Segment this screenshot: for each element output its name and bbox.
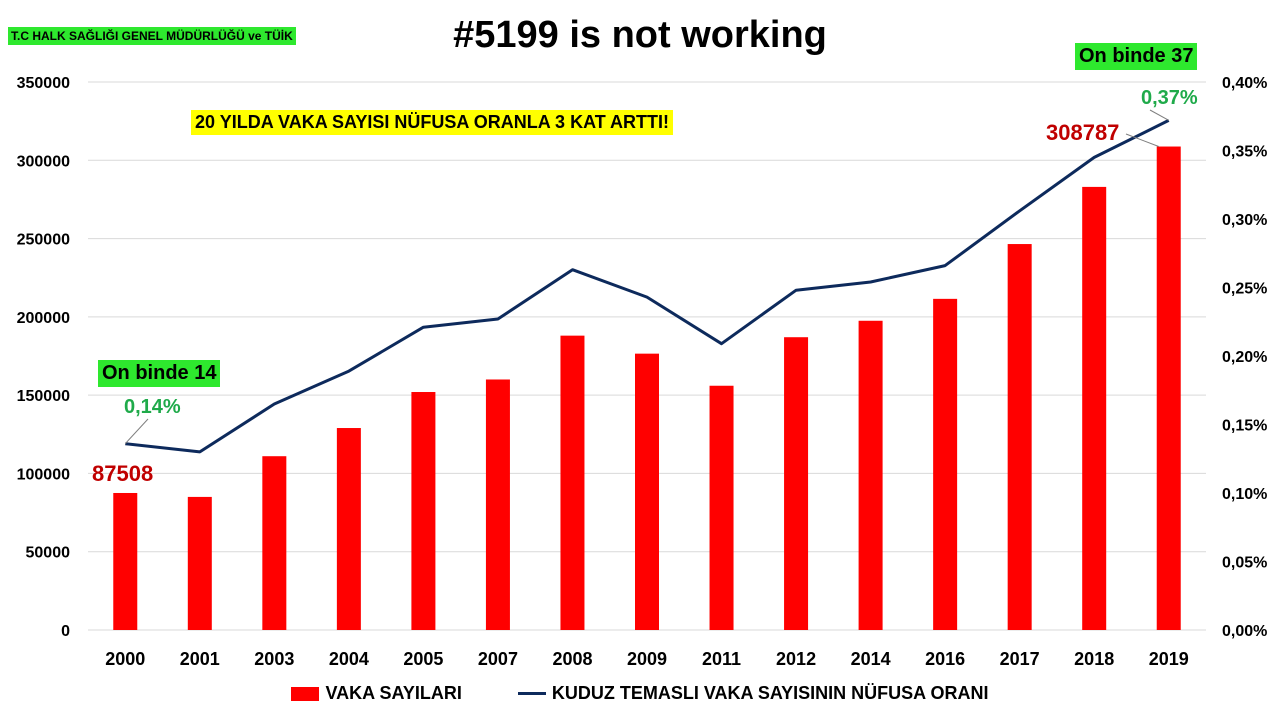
chart-subtitle: 20 YILDA VAKA SAYISI NÜFUSA ORANLA 3 KAT… <box>191 110 674 135</box>
bar-2012 <box>784 337 809 630</box>
bar-2018 <box>1082 186 1107 630</box>
y-right-tick-label: 0,05% <box>1222 555 1267 572</box>
y-right-tick-label: 0,00% <box>1222 623 1267 640</box>
bar-2000 <box>113 492 138 630</box>
source-badge: T.C HALK SAĞLIĞI GENEL MÜDÜRLÜĞÜ ve TÜİK <box>8 27 296 45</box>
y-left-tick-label: 250000 <box>17 232 70 249</box>
y-left-tick-label: 0 <box>61 623 70 640</box>
chart-title: #5199 is not working <box>453 14 827 56</box>
leader-start-pct <box>124 418 149 445</box>
bar-2016 <box>933 298 958 630</box>
bar-2007 <box>485 379 510 630</box>
legend-line-label: KUDUZ TEMASLI VAKA SAYISININ NÜFUSA ORAN… <box>551 683 989 703</box>
bar-2003 <box>262 456 287 630</box>
bar-2019 <box>1156 146 1181 631</box>
y-right-tick-label: 0,10% <box>1222 486 1267 503</box>
bar-2017 <box>1007 244 1032 630</box>
y-right-tick-label: 0,35% <box>1222 144 1267 161</box>
bar-2001 <box>187 496 212 630</box>
leader-end-value <box>1125 133 1159 147</box>
legend-bar-swatch <box>291 686 320 701</box>
legend-bars-label: VAKA SAYILARI <box>325 683 462 703</box>
x-tick-label: 2019 <box>1149 649 1189 669</box>
line-series <box>125 119 1170 454</box>
y-axis-left: 0 50000 100000 150000 200000 250000 300000 3500… <box>17 75 70 640</box>
y-axis-right: 0,00% 0,05% 0,10% 0,15% 0,20% 0,25% 0,30% 0,35%… <box>1222 75 1267 640</box>
y-left-tick-label: 100000 <box>17 466 70 483</box>
y-left-tick-label: 150000 <box>17 388 70 405</box>
x-tick-label: 2004 <box>329 649 369 669</box>
x-tick-label: 2016 <box>925 649 965 669</box>
bar-2014 <box>858 320 883 630</box>
start-value-label: 87508 <box>92 461 154 486</box>
y-right-tick-label: 0,40% <box>1222 75 1267 92</box>
x-tick-label: 2011 <box>702 649 741 669</box>
legend-item-bars: VAKA SAYILARI <box>291 683 462 704</box>
x-tick-label: 2008 <box>552 649 592 669</box>
bar-series <box>113 146 1181 631</box>
legend: VAKA SAYILARI KUDUZ TEMASLI VAKA SAYISIN… <box>0 683 1280 704</box>
x-tick-label: 2017 <box>1000 649 1040 669</box>
y-left-tick-label: 350000 <box>17 75 70 92</box>
x-tick-label: 2000 <box>105 649 145 669</box>
x-tick-label: 2001 <box>180 649 220 669</box>
x-tick-label: 2007 <box>478 649 518 669</box>
bar-2008 <box>560 335 585 630</box>
leader-lines <box>124 109 1169 445</box>
bar-2004 <box>336 428 361 630</box>
end-ratio-badge: On binde 37 <box>1075 43 1198 70</box>
y-right-tick-label: 0,15% <box>1222 418 1267 435</box>
x-tick-label: 2014 <box>851 649 891 669</box>
legend-line-swatch <box>517 692 546 695</box>
y-left-tick-label: 300000 <box>17 153 70 170</box>
y-left-tick-label: 200000 <box>17 310 70 327</box>
ratio-line <box>125 119 1170 454</box>
bar-2009 <box>635 353 659 630</box>
bar-2011 <box>709 385 734 630</box>
y-right-tick-label: 0,30% <box>1222 212 1267 229</box>
end-pct-label: 0,37% <box>1141 87 1198 109</box>
leader-end-pct <box>1149 109 1169 121</box>
x-axis: 2000 2001 2003 2004 2005 2007 2008 2009 2011 2012… <box>105 649 1189 669</box>
end-value-label: 308787 <box>1046 120 1120 145</box>
x-tick-label: 2012 <box>776 649 816 669</box>
start-pct-label: 0,14% <box>124 396 181 418</box>
y-right-tick-label: 0,25% <box>1222 281 1267 298</box>
x-tick-label: 2018 <box>1074 649 1114 669</box>
start-ratio-badge: On binde 14 <box>98 360 221 387</box>
y-right-tick-label: 0,20% <box>1222 349 1267 366</box>
bar-2005 <box>411 392 436 630</box>
legend-item-line: KUDUZ TEMASLI VAKA SAYISININ NÜFUSA ORAN… <box>517 683 989 704</box>
x-tick-label: 2003 <box>254 649 294 669</box>
x-tick-label: 2005 <box>403 649 443 669</box>
x-tick-label: 2009 <box>627 649 667 669</box>
y-left-tick-label: 50000 <box>26 545 71 562</box>
